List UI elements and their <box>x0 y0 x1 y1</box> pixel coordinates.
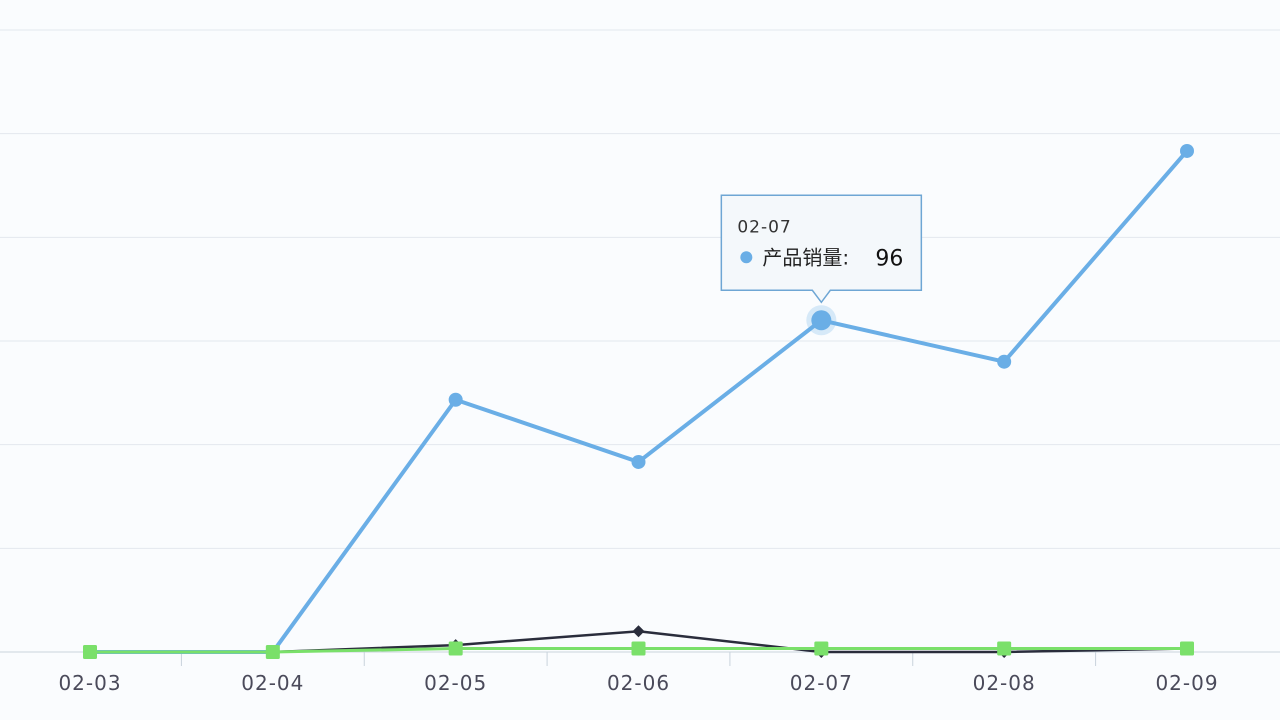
data-point[interactable] <box>448 641 463 656</box>
series-line <box>88 148 1189 654</box>
data-point[interactable] <box>265 645 280 659</box>
data-point[interactable] <box>1180 143 1194 158</box>
tooltip-title: 02-07 <box>737 217 791 237</box>
grid-layer <box>0 29 1280 549</box>
tooltip-series-name: 产品销量 <box>762 245 842 269</box>
data-point[interactable] <box>83 645 97 659</box>
data-point[interactable] <box>997 641 1012 656</box>
x-tick-label: 02-03 <box>58 671 121 695</box>
data-point[interactable] <box>632 625 645 638</box>
series-group <box>83 143 1194 659</box>
data-point[interactable] <box>814 641 829 656</box>
x-tick-label: 02-05 <box>424 671 487 695</box>
x-tick-label: 02-04 <box>241 671 304 695</box>
data-point[interactable] <box>631 641 646 656</box>
series-layer <box>83 143 1194 659</box>
x-tick-label: 02-09 <box>1155 671 1218 695</box>
x-tick-label: 02-07 <box>790 671 853 695</box>
tooltip-series-marker <box>740 251 753 264</box>
data-point[interactable] <box>1180 641 1194 656</box>
x-tick-label: 02-06 <box>607 671 670 695</box>
x-tick-label: 02-08 <box>973 671 1036 695</box>
x-axis: 02-03 02-04 02-05 02-06 02-07 02-08 02-09 <box>0 651 1280 695</box>
data-point[interactable] <box>997 354 1012 369</box>
data-point[interactable] <box>631 454 646 469</box>
tooltip: 02-07 产品销量: 96 <box>720 194 923 304</box>
data-point-highlighted[interactable] <box>811 310 832 331</box>
data-point[interactable] <box>448 392 463 407</box>
series-group <box>83 641 1194 659</box>
tooltip-series-label: 产品销量: <box>762 245 849 269</box>
tooltip-value: 96 <box>875 246 903 271</box>
tooltip-separator: : <box>842 245 849 269</box>
tooltip-box <box>720 194 923 304</box>
